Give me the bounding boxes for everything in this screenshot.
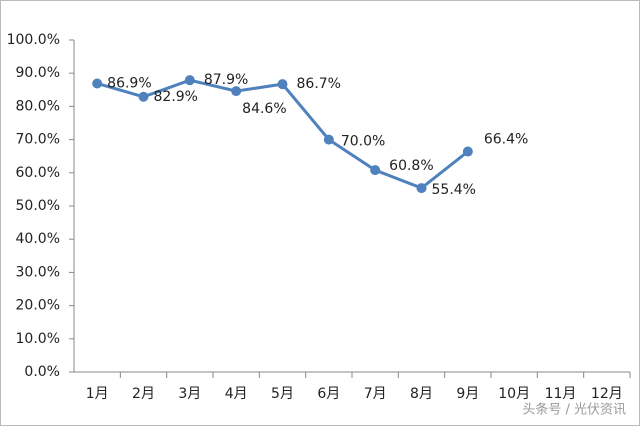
y-tick-label: 90.0% bbox=[16, 65, 60, 81]
data-label: 82.9% bbox=[154, 89, 198, 105]
y-tick-label: 40.0% bbox=[16, 231, 60, 247]
x-tick-label: 8月 bbox=[410, 386, 433, 402]
point bbox=[277, 79, 288, 90]
point bbox=[92, 78, 103, 89]
y-tick-label: 30.0% bbox=[16, 264, 60, 280]
y-tick-label: 50.0% bbox=[16, 198, 60, 214]
point bbox=[370, 165, 381, 176]
data-label: 84.6% bbox=[242, 101, 286, 117]
x-tick-label: 1月 bbox=[86, 386, 109, 402]
watermark: 头条号 / 光伏资讯 bbox=[522, 402, 626, 418]
x-tick-label: 6月 bbox=[317, 386, 340, 402]
data-label: 60.8% bbox=[389, 158, 433, 174]
point bbox=[138, 91, 149, 102]
x-tick-label: 2月 bbox=[132, 386, 155, 402]
y-tick-label: 70.0% bbox=[16, 132, 60, 148]
data-label: 70.0% bbox=[341, 134, 385, 150]
y-tick-label: 100.0% bbox=[7, 32, 60, 48]
x-tick-label: 7月 bbox=[364, 386, 387, 402]
x-tick-label: 5月 bbox=[271, 386, 294, 402]
x-tick-label: 9月 bbox=[456, 386, 479, 402]
point bbox=[323, 134, 334, 145]
data-label: 55.4% bbox=[432, 182, 476, 198]
y-tick-label: 60.0% bbox=[16, 165, 60, 181]
x-tick-label: 4月 bbox=[225, 386, 248, 402]
x-tick-label: 3月 bbox=[178, 386, 201, 402]
x-tick-label: 12月 bbox=[591, 386, 623, 402]
data-label: 66.4% bbox=[484, 132, 528, 148]
point bbox=[462, 146, 473, 157]
x-tick-label: 10月 bbox=[498, 386, 530, 402]
data-label: 86.9% bbox=[107, 75, 151, 91]
y-tick-label: 0.0% bbox=[24, 364, 60, 380]
y-tick-label: 20.0% bbox=[16, 298, 60, 314]
x-tick-label: 11月 bbox=[545, 386, 577, 402]
point bbox=[416, 183, 427, 194]
data-label: 87.9% bbox=[204, 72, 248, 88]
y-tick-label: 80.0% bbox=[16, 98, 60, 114]
point bbox=[184, 75, 195, 86]
data-label: 86.7% bbox=[297, 76, 341, 92]
point bbox=[231, 86, 242, 97]
y-tick-label: 10.0% bbox=[16, 331, 60, 347]
